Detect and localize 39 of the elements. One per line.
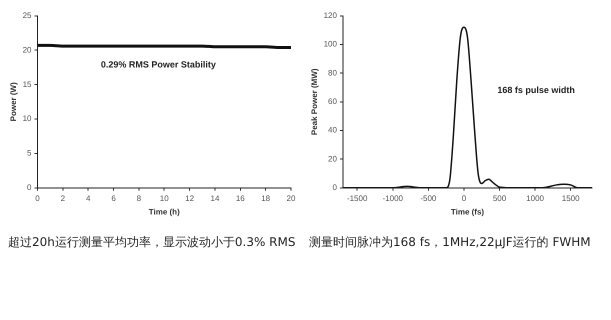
x-tick-label: 2 (60, 194, 66, 203)
x-tick-label: 10 (160, 194, 170, 203)
y-tick-label: 80 (328, 68, 338, 78)
y-tick-label: 10 (22, 114, 32, 124)
y-tick-label: 15 (22, 80, 32, 89)
x-tick-label: -1000 (382, 194, 404, 203)
x-tick-label: 6 (111, 194, 116, 203)
x-tick-label: 1000 (526, 194, 545, 203)
x-axis-title: Time (fs) (450, 207, 484, 216)
y-tick-label: 100 (324, 40, 338, 49)
text: 超过20h运行测量平均功率，显示波动小于0.3% RMS (8, 234, 296, 251)
annotation: 0.29% RMS Power Stability (100, 59, 216, 70)
y-tick-label: 20 (22, 45, 32, 54)
y-tick-label: 0 (332, 183, 338, 192)
x-tick-label: 1500 (562, 194, 580, 203)
x-tick-label: 0 (35, 194, 40, 203)
x-tick-label: 18 (261, 194, 271, 203)
text: 测量时间脉冲为168 fs，1MHz,22μJF运行的 FWHM (309, 234, 592, 251)
x-tick-label: 8 (136, 194, 142, 203)
x-axis-title: Time (h) (148, 207, 180, 216)
x-tick-label: 0 (462, 194, 467, 203)
x-tick-label: 12 (185, 194, 195, 203)
y-axis-title: Power (W) (9, 82, 18, 122)
x-tick-label: 16 (236, 194, 246, 203)
y-tick-label: 60 (328, 97, 338, 106)
y-tick-label: 40 (328, 126, 338, 135)
x-tick-label: -500 (420, 194, 437, 203)
y-tick-label: 0 (27, 183, 32, 192)
annotation: 168 fs pulse width (497, 85, 575, 96)
x-tick-label: -1500 (346, 194, 368, 203)
x-tick-label: 500 (492, 194, 507, 203)
x-tick-label: 14 (210, 194, 220, 203)
x-tick-label: 20 (286, 194, 296, 203)
y-tick-label: 120 (324, 11, 338, 20)
x-tick-label: 4 (86, 194, 91, 203)
y-tick-label: 20 (328, 154, 338, 164)
y-tick-label: 5 (27, 148, 32, 158)
y-axis-title: Peak Power (MW) (310, 68, 320, 136)
y-tick-label: 25 (22, 11, 32, 20)
